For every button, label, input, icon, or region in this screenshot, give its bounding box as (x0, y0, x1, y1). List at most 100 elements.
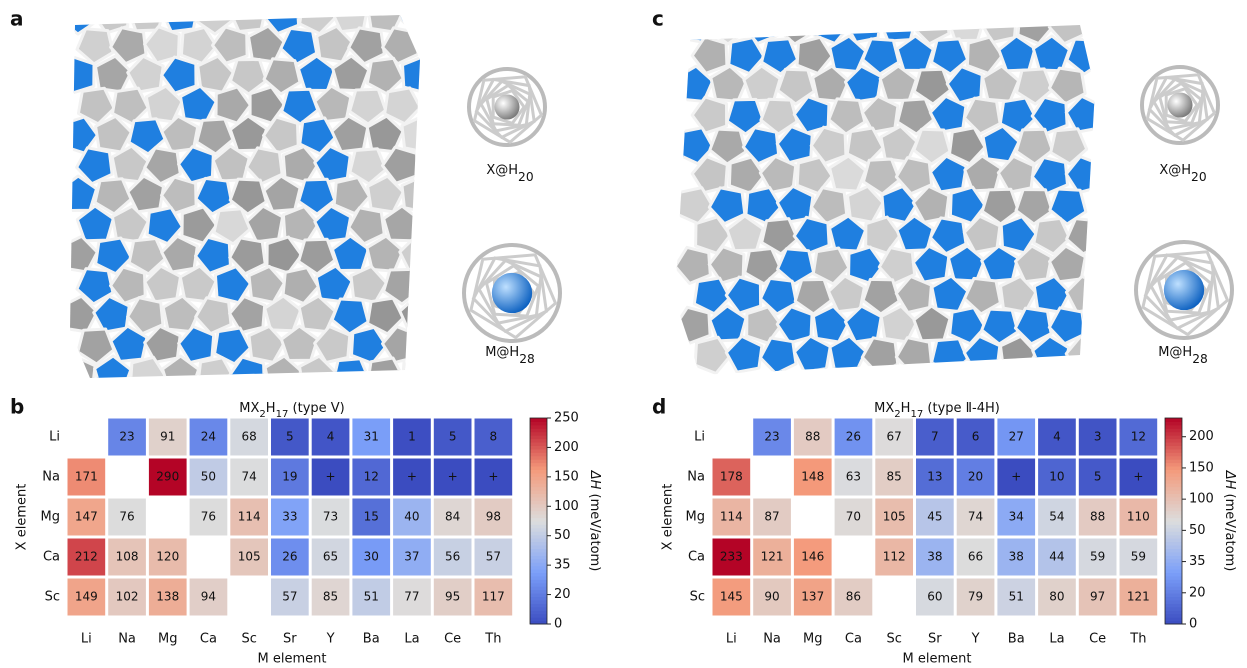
chart-title-part: H (901, 401, 911, 416)
colorbar-segment (1165, 490, 1182, 494)
cell-label: 26 (846, 430, 861, 444)
cell-label: 147 (75, 510, 98, 524)
x-tick-label: La (404, 632, 419, 647)
colorbar-segment (530, 497, 547, 501)
y-tick-label: Sc (690, 590, 705, 605)
colorbar-segment (530, 504, 547, 508)
cell-label: 84 (445, 510, 460, 524)
cell-label: 33 (282, 510, 297, 524)
cage-face (794, 336, 830, 372)
colorbar-segment (1165, 569, 1182, 573)
x-tick-label: Ba (1008, 632, 1025, 647)
colorbar-tick-label: 150 (1189, 460, 1214, 475)
figure: aX@H20M@H28cX@H20M@H28bMX2H17 (type V)M … (0, 0, 1247, 668)
inset-label-part: M@H (485, 345, 519, 360)
colorbar-segment (1165, 511, 1182, 515)
cell-label: 7 (931, 430, 939, 444)
colorbar-segment (530, 487, 547, 491)
colorbar-segment (1165, 535, 1182, 539)
cell-label: 212 (75, 550, 98, 564)
cell-label: 114 (720, 510, 743, 524)
cage-face (948, 6, 984, 41)
cage-face (351, 266, 386, 302)
cell-label: + (488, 470, 498, 484)
cell-label: 85 (323, 590, 338, 604)
y-tick-label: Li (694, 430, 705, 445)
x-tick-label: Li (726, 632, 737, 647)
x-tick-label: Na (118, 632, 136, 647)
chart-title: MX2H17 (type Ⅱ-4H) (874, 401, 1000, 420)
cell-label: 26 (282, 550, 297, 564)
cage-face (162, 0, 198, 32)
colorbar-segment (530, 531, 547, 535)
cell-label: 13 (927, 470, 942, 484)
colorbar-segment (1165, 442, 1182, 446)
colorbar-segment (1165, 494, 1182, 498)
cage-face (60, 57, 95, 93)
cage-face (402, 116, 437, 152)
cell-label: 4 (1053, 430, 1061, 444)
colorbar-segment (1165, 459, 1182, 463)
colorbar-segment (530, 483, 547, 487)
cage-face (249, 266, 284, 302)
inset-label-part: X@H (486, 163, 518, 178)
colorbar-segment (1165, 466, 1182, 470)
colorbar-segment (1165, 463, 1182, 467)
colorbar-tick-label: 250 (554, 411, 579, 426)
cage-face (862, 338, 898, 374)
colorbar-segment (1165, 435, 1182, 439)
colorbar-segment (1165, 439, 1182, 443)
cell-label: 60 (927, 590, 942, 604)
cage-face (368, 0, 404, 32)
colorbar-segment (530, 425, 547, 429)
colorbar-segment (1165, 428, 1182, 432)
cell-label: 4 (327, 430, 335, 444)
colorbar-segment (1165, 597, 1182, 601)
colorbar-segment (1165, 610, 1182, 614)
colorbar-segment (1165, 573, 1182, 577)
cell-label: 121 (761, 550, 784, 564)
colorbar-tick-label: 50 (1189, 523, 1206, 538)
inset-label: M@H28 (1158, 345, 1208, 366)
colorbar-segment (530, 600, 547, 604)
cell-label: 148 (801, 470, 824, 484)
colorbar-segment (1165, 470, 1182, 474)
cell-label: 79 (968, 590, 983, 604)
cell-label: 57 (486, 550, 501, 564)
colorbar-segment (530, 511, 547, 515)
inset-label-part: X@H (1159, 163, 1191, 178)
cell-label: 20 (968, 470, 983, 484)
colorbar-segment (530, 442, 547, 446)
cell-label: 63 (846, 470, 861, 484)
colorbar-segment (1165, 449, 1182, 453)
cage-face (849, 247, 884, 283)
colorbar-segment (1165, 579, 1182, 583)
cage-face (678, 6, 714, 42)
y-axis-label: X element (661, 484, 676, 551)
colorbar-tick-label: 20 (1189, 585, 1206, 600)
colorbar-segment (1165, 473, 1182, 477)
cell-label: 3 (1094, 430, 1102, 444)
chart-title-part: MX (874, 401, 894, 416)
cell-label: 120 (156, 550, 179, 564)
colorbar-segment (1165, 542, 1182, 546)
colorbar-label-part: ΔH (1223, 470, 1238, 490)
y-axis-label: X element (15, 484, 30, 551)
colorbar-segment (530, 439, 547, 443)
panel-label: d (652, 395, 666, 419)
cell-label: + (1011, 470, 1021, 484)
cage-face (249, 326, 284, 362)
cell-label: 51 (364, 590, 379, 604)
colorbar-tick-label: 200 (554, 440, 579, 455)
cage-face (695, 337, 730, 373)
chart-title: MX2H17 (type V) (239, 401, 345, 420)
colorbar-segment (1165, 617, 1182, 621)
x-tick-label: Mg (803, 632, 822, 647)
colorbar-segment (530, 545, 547, 549)
cage-face (181, 86, 217, 122)
cell-label: + (407, 470, 417, 484)
colorbar-segment (1165, 593, 1182, 597)
colorbar-segment (1165, 566, 1182, 570)
colorbar-segment (530, 494, 547, 498)
colorbar-tick-label: 35 (554, 558, 571, 573)
